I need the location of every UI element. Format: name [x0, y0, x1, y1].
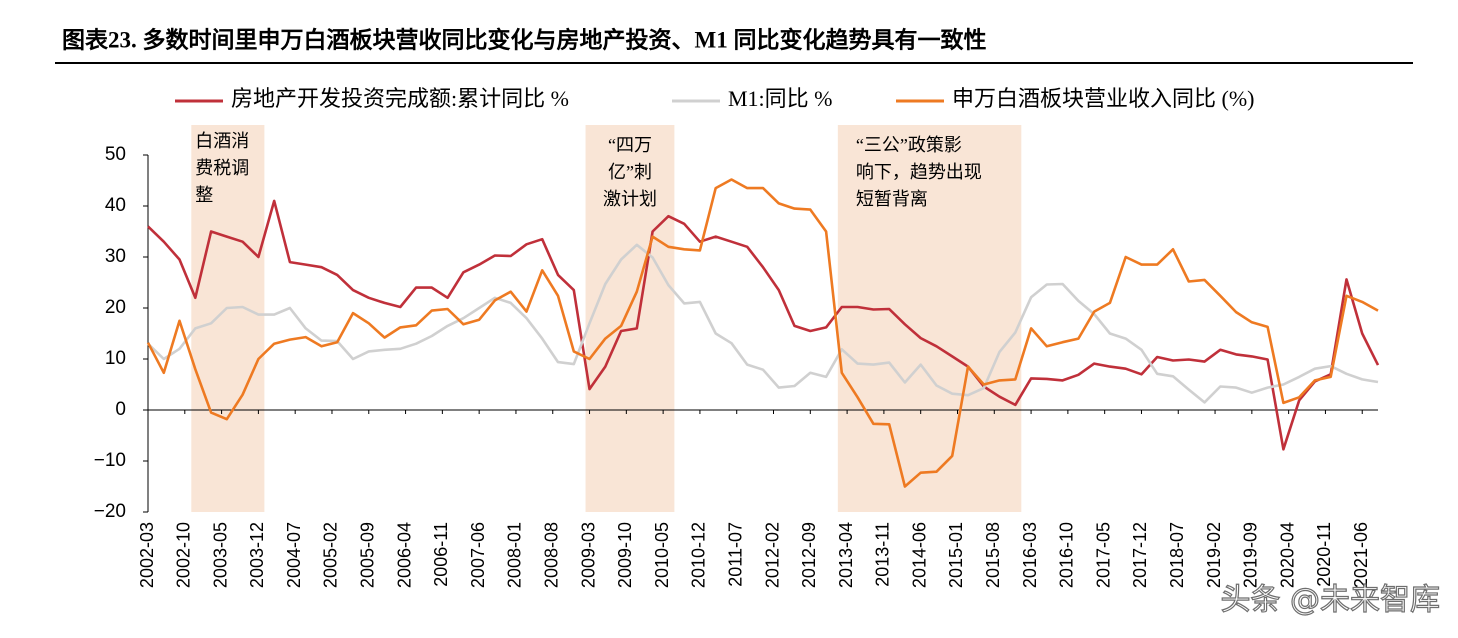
x-tick-label: 2008-08: [541, 522, 561, 588]
y-tick-label: 0: [115, 399, 126, 420]
annotation: 响下，趋势出现: [856, 162, 982, 182]
x-tick-label: 2020-11: [1314, 522, 1334, 587]
x-tick-label: 2006-04: [394, 522, 414, 588]
annotation: 短暂背离: [856, 189, 928, 209]
x-tick-label: 2016-03: [1020, 522, 1040, 588]
shaded-period: [191, 125, 265, 512]
annotation: “四万: [608, 135, 652, 155]
x-tick-label: 2015-01: [946, 522, 966, 588]
x-tick-label: 2012-09: [799, 522, 819, 588]
shaded-period: [837, 125, 1022, 512]
legend-label: 申万白酒板块营业收入同比 (%): [952, 86, 1254, 111]
annotation: 亿”刺: [608, 162, 652, 182]
legend-label: M1:同比 %: [728, 86, 833, 111]
series-line: [146, 178, 1379, 488]
x-tick-label: 2019-09: [1241, 522, 1261, 588]
annotation: 激计划: [603, 189, 657, 209]
x-tick-label: 2009-03: [578, 522, 598, 588]
shaded-period: [585, 125, 675, 512]
x-tick-label: 2009-10: [615, 522, 635, 588]
x-tick-label: 2021-06: [1351, 522, 1371, 588]
x-tick-label: 2013-11: [873, 522, 893, 587]
x-tick-label: 2019-02: [1204, 522, 1224, 588]
x-tick-label: 2016-10: [1057, 522, 1077, 588]
x-tick-label: 2011-07: [725, 522, 745, 587]
x-tick-label: 2018-07: [1167, 522, 1187, 588]
annotation: “三公”政策影: [856, 135, 962, 155]
watermark: 头条 @未来智库: [1220, 583, 1440, 618]
x-tick-label: 2005-02: [321, 522, 341, 588]
series-line: [147, 199, 1380, 451]
y-tick-label: 50: [105, 144, 126, 165]
x-tick-label: 2006-11: [431, 522, 451, 587]
annotation: 白酒消: [195, 131, 249, 151]
x-tick-label: 2003-05: [210, 522, 230, 588]
x-tick-label: 2020-04: [1277, 522, 1297, 588]
y-tick-label: 10: [105, 348, 126, 369]
x-tick-label: 2002-03: [137, 522, 157, 588]
x-tick-label: 2014-06: [909, 522, 929, 588]
x-tick-label: 2013-04: [836, 522, 856, 588]
x-tick-label: 2007-06: [468, 522, 488, 588]
x-tick-label: 2003-12: [247, 522, 267, 588]
annotation: 费税调: [195, 158, 249, 178]
y-tick-label: −10: [94, 450, 126, 471]
x-tick-label: 2017-05: [1093, 522, 1113, 588]
x-tick-label: 2015-08: [983, 522, 1003, 588]
y-tick-label: 20: [105, 297, 126, 318]
x-tick-label: 2002-10: [174, 522, 194, 588]
x-tick-label: 2012-02: [762, 522, 782, 588]
x-tick-label: 2010-05: [652, 522, 672, 588]
chart-title: 图表23. 多数时间里申万白酒板块营收同比变化与房地产投资、M1 同比变化趋势具…: [62, 26, 986, 52]
x-tick-label: 2008-01: [505, 522, 525, 588]
x-tick-label: 2005-09: [358, 522, 378, 588]
x-tick-label: 2010-12: [689, 522, 709, 588]
x-tick-label: 2017-12: [1130, 522, 1150, 588]
annotation: 整: [195, 185, 213, 205]
series-line: [147, 243, 1379, 404]
y-tick-label: 40: [105, 195, 126, 216]
x-tick-label: 2004-07: [284, 522, 304, 588]
legend-label: 房地产开发投资完成额:累计同比 %: [231, 86, 569, 111]
y-tick-label: 30: [105, 246, 126, 267]
y-tick-label: −20: [94, 501, 126, 522]
